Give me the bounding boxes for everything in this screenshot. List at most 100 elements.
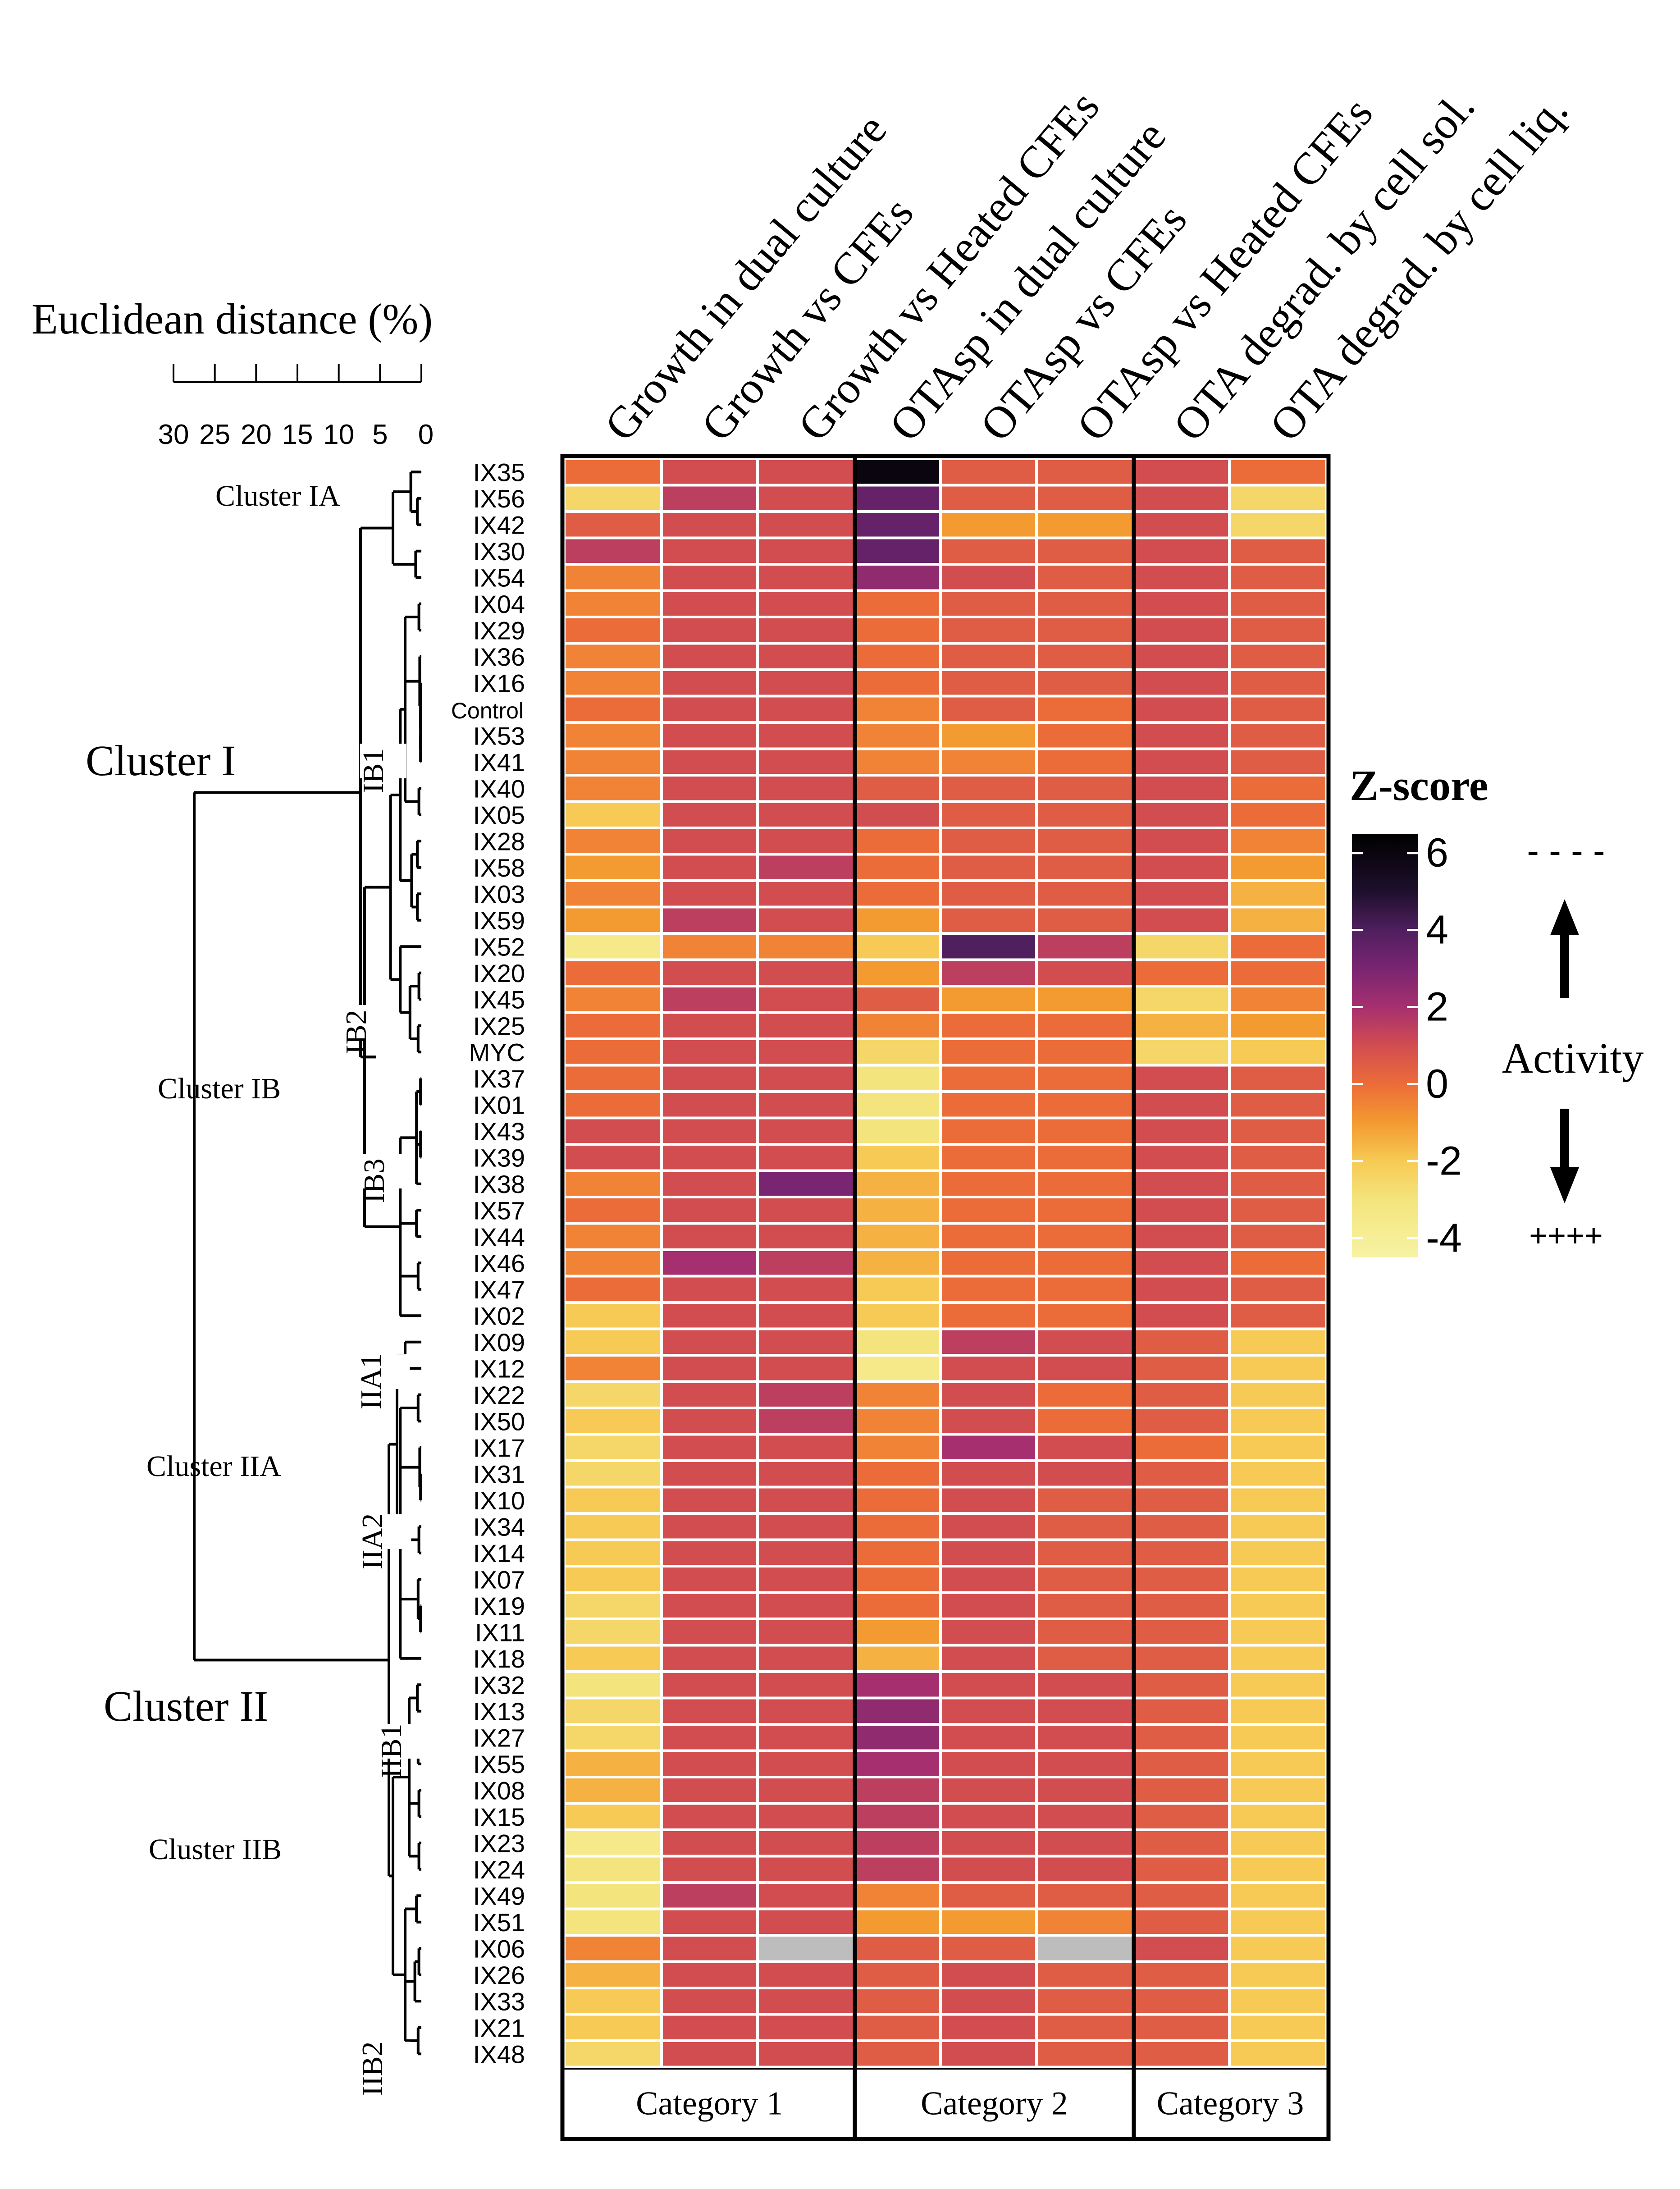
heatmap-cell-IX16-2 — [663, 671, 756, 695]
heatmap-cell-IX16-4 — [856, 671, 939, 695]
heatmap-cell-IX48-1 — [566, 2042, 660, 2066]
row-label: IX09 — [473, 1328, 525, 1357]
heatmap-cell-IX20-2 — [663, 961, 756, 985]
heatmap-cell-IX50-1 — [566, 1409, 660, 1433]
heatmap-cell-IX32-2 — [663, 1673, 756, 1697]
heatmap-cell-IX44-4 — [856, 1225, 939, 1248]
heatmap-cell-IX04-1 — [566, 592, 660, 616]
heatmap-cell-IX44-1 — [566, 1225, 660, 1248]
heatmap-cell-IX36-4 — [856, 644, 939, 668]
heatmap-cell-IX18-3 — [759, 1646, 854, 1670]
heatmap-cell-IX48-2 — [663, 2042, 756, 2066]
heatmap-cell-IX31-6 — [1038, 1462, 1132, 1486]
heatmap-cell-IX43-3 — [759, 1119, 854, 1143]
heatmap-cell-IX07-2 — [663, 1567, 756, 1591]
heatmap-cell-IX31-7 — [1135, 1462, 1228, 1486]
heatmap-cell-IX12-7 — [1135, 1357, 1228, 1380]
heatmap-cell-IX32-7 — [1135, 1673, 1228, 1697]
heatmap-cell-IX36-7 — [1135, 644, 1228, 668]
heatmap-cell-MYC-5 — [942, 1040, 1035, 1064]
heatmap-cell-IX17-2 — [663, 1435, 756, 1459]
heatmap-cell-IX14-8 — [1231, 1541, 1325, 1565]
heatmap-cell-IX10-8 — [1231, 1488, 1325, 1512]
heatmap-cell-IX43-4 — [856, 1119, 939, 1143]
heatmap-cell-IX20-5 — [942, 961, 1035, 985]
heatmap-cell-IX41-5 — [942, 750, 1035, 774]
heatmap-cell-IX13-6 — [1038, 1699, 1132, 1723]
heatmap-cell-IX02-5 — [942, 1304, 1035, 1328]
heatmap-cell-IX28-2 — [663, 829, 756, 853]
heatmap-cell-IX51-2 — [663, 1910, 756, 1934]
heatmap-cell-IX17-7 — [1135, 1435, 1228, 1459]
heatmap-cell-IX47-2 — [663, 1277, 756, 1301]
heatmap-cell-IX34-4 — [856, 1515, 939, 1539]
distance-scale-label: 10 — [323, 419, 354, 450]
row-label: IX33 — [473, 1987, 525, 2015]
cluster-label: IIB1 — [375, 1724, 408, 1778]
heatmap-cell-IX41-1 — [566, 750, 660, 774]
heatmap-cell-IX21-7 — [1135, 2015, 1228, 2039]
heatmap-cell-IX18-7 — [1135, 1646, 1228, 1670]
heatmap-cell-IX37-7 — [1135, 1066, 1228, 1090]
heatmap-cell-IX14-3 — [759, 1541, 854, 1565]
cluster-label-backing — [360, 744, 406, 778]
heatmap-cell-IX11-7 — [1135, 1620, 1228, 1644]
row-label: MYC — [469, 1038, 525, 1066]
cluster-label-backing — [342, 1005, 389, 1040]
heatmap-cell-IX27-7 — [1135, 1726, 1228, 1750]
heatmap-cell-IX22-3 — [759, 1383, 854, 1407]
heatmap-cell-IX44-6 — [1038, 1225, 1132, 1248]
heatmap-cell-IX15-2 — [663, 1805, 756, 1828]
heatmap-cell-IX29-1 — [566, 618, 660, 642]
heatmap-cell-IX19-3 — [759, 1594, 854, 1618]
heatmap-cell-IX15-7 — [1135, 1805, 1228, 1828]
heatmap-cell-IX05-1 — [566, 803, 660, 827]
row-label: IX59 — [473, 906, 525, 935]
heatmap-cell-IX36-8 — [1231, 644, 1325, 668]
heatmap-cell-IX57-7 — [1135, 1198, 1228, 1222]
heatmap-cell-IX53-4 — [856, 724, 939, 748]
heatmap-cell-IX36-6 — [1038, 644, 1132, 668]
cluster-label-backing — [373, 1724, 429, 1759]
heatmap-cell-IX18-2 — [663, 1646, 756, 1670]
heatmap-cell-IX31-1 — [566, 1462, 660, 1486]
heatmap-cell-IX48-4 — [856, 2042, 939, 2066]
heatmap-cell-IX59-7 — [1135, 908, 1228, 932]
heatmap-cell-IX35-8 — [1231, 460, 1325, 484]
heatmap-cell-IX57-3 — [759, 1198, 854, 1222]
heatmap-cell-IX18-5 — [942, 1646, 1035, 1670]
heatmap-cell-IX39-5 — [942, 1146, 1035, 1170]
heatmap-cell-IX20-1 — [566, 961, 660, 985]
heatmap-cell-IX29-2 — [663, 618, 756, 642]
heatmap-cell-IX43-8 — [1231, 1119, 1325, 1143]
heatmap-cell-IX08-8 — [1231, 1778, 1325, 1802]
heatmap-cell-IX15-3 — [759, 1805, 854, 1828]
heatmap-cell-IX39-6 — [1038, 1146, 1132, 1170]
heatmap-cell-IX46-8 — [1231, 1251, 1325, 1275]
heatmap-cell-IX06-7 — [1135, 1937, 1228, 1961]
heatmap-cell-IX43-7 — [1135, 1119, 1228, 1143]
heatmap-cell-IX10-7 — [1135, 1488, 1228, 1512]
cluster-label: IB3 — [358, 1159, 391, 1203]
heatmap-cell-Control-8 — [1231, 697, 1325, 721]
heatmap-cell-IX25-7 — [1135, 1014, 1228, 1037]
heatmap-cell-IX53-6 — [1038, 724, 1132, 748]
heatmap-cell-IX04-2 — [663, 592, 756, 616]
row-label: IX53 — [473, 722, 525, 750]
heatmap-cell-IX34-7 — [1135, 1515, 1228, 1539]
heatmap-cell-IX51-3 — [759, 1910, 854, 1934]
heatmap-cell-IX22-7 — [1135, 1383, 1228, 1407]
row-label: IX31 — [473, 1460, 525, 1488]
heatmap-cell-IX22-5 — [942, 1383, 1035, 1407]
heatmap-cell-IX27-5 — [942, 1726, 1035, 1750]
heatmap-cell-IX09-7 — [1135, 1330, 1228, 1354]
heatmap-cell-IX14-6 — [1038, 1541, 1132, 1565]
heatmap-cell-IX16-7 — [1135, 671, 1228, 695]
heatmap-cell-IX02-6 — [1038, 1304, 1132, 1328]
heatmap-cell-IX47-1 — [566, 1277, 660, 1301]
heatmap-cell-IX09-6 — [1038, 1330, 1132, 1354]
heatmap-cell-IX25-8 — [1231, 1014, 1325, 1037]
row-label: IX15 — [473, 1803, 525, 1831]
heatmap-cell-IX24-8 — [1231, 1857, 1325, 1881]
heatmap-cell-IX25-1 — [566, 1014, 660, 1037]
